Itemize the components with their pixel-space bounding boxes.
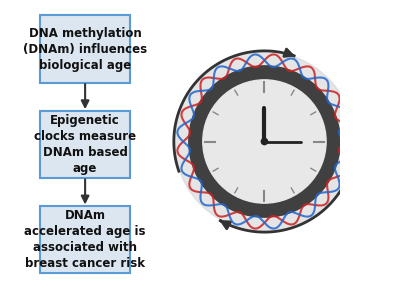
FancyBboxPatch shape bbox=[40, 206, 130, 273]
Text: DNAm
accelerated age is
associated with
breast cancer risk: DNAm accelerated age is associated with … bbox=[24, 209, 146, 270]
FancyBboxPatch shape bbox=[40, 111, 130, 178]
Text: Epigenetic
clocks measure
DNAm based
age: Epigenetic clocks measure DNAm based age bbox=[34, 114, 136, 175]
Circle shape bbox=[175, 52, 354, 231]
Circle shape bbox=[189, 66, 340, 217]
Circle shape bbox=[262, 139, 267, 144]
FancyBboxPatch shape bbox=[40, 15, 130, 83]
Text: DNA methylation
(DNAm) influences
biological age: DNA methylation (DNAm) influences biolog… bbox=[23, 27, 147, 72]
Circle shape bbox=[203, 80, 326, 203]
